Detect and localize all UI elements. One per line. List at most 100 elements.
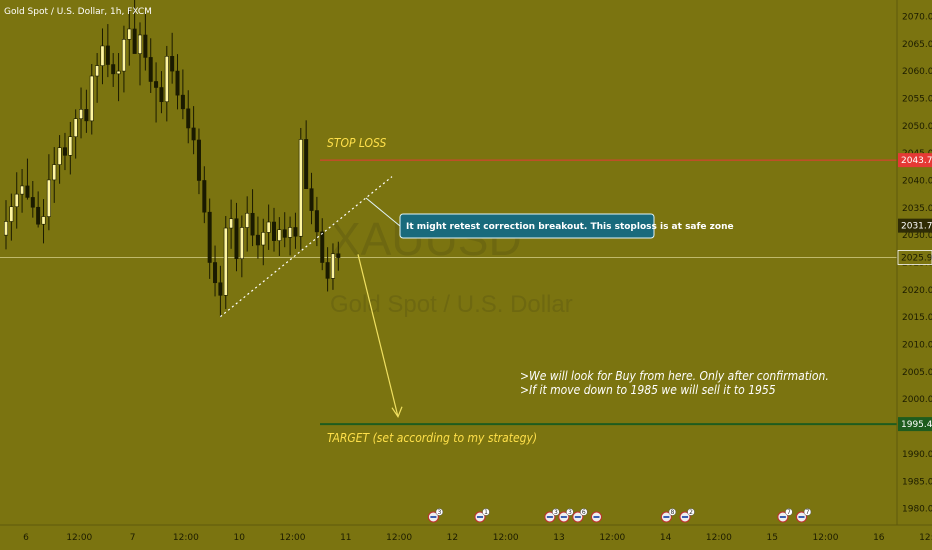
- event-count: 2: [689, 509, 693, 516]
- candle: [9, 193, 14, 241]
- event-flag-icon[interactable]: 3: [558, 508, 574, 523]
- candle: [202, 166, 207, 224]
- candle: [14, 172, 19, 229]
- candle-body: [293, 227, 298, 237]
- candle: [148, 38, 153, 93]
- x-tick-label: 12:00: [66, 533, 92, 543]
- candle: [271, 207, 276, 252]
- candle-body: [57, 147, 62, 165]
- candle-body: [9, 206, 14, 222]
- candle: [277, 217, 282, 256]
- candle: [223, 216, 228, 309]
- y-tick-label: 2020.00: [902, 286, 932, 296]
- candle-body: [84, 109, 89, 122]
- y-tick-label: 1985.00: [902, 477, 932, 487]
- candle-body: [73, 118, 78, 138]
- x-tick-label: 16: [873, 533, 885, 543]
- callout[interactable]: It might retest correction breakout. Thi…: [399, 213, 734, 239]
- candles: [4, 0, 341, 317]
- event-flag-icon[interactable]: 7: [796, 508, 812, 523]
- candle-body: [325, 262, 330, 279]
- candle-body: [105, 45, 110, 65]
- event-flag-band: [560, 516, 567, 518]
- candle: [89, 63, 94, 135]
- price-axis[interactable]: 1980.001985.001990.001995.002000.002005.…: [896, 0, 932, 550]
- candle-body: [116, 70, 121, 75]
- candle-body: [52, 164, 57, 181]
- event-count-badge: [482, 508, 490, 516]
- event-flag-band: [593, 516, 600, 518]
- event-flag-band: [476, 516, 483, 518]
- candle: [127, 8, 132, 66]
- y-tick-label: 2050.00: [902, 122, 932, 132]
- candle: [20, 168, 25, 213]
- x-tick-label: 12:00: [813, 533, 839, 543]
- y-tick-label: 2065.00: [902, 40, 932, 50]
- x-tick-label: 11: [340, 533, 351, 543]
- candle-body: [180, 94, 185, 110]
- candle: [213, 245, 218, 297]
- candle-body: [41, 216, 46, 225]
- candle-body: [266, 221, 271, 233]
- event-flag-icon[interactable]: 3: [544, 508, 560, 523]
- event-flag-icon[interactable]: 2: [679, 508, 695, 523]
- event-count-badge: [435, 508, 444, 516]
- target-price-label: 1995.45: [901, 420, 932, 430]
- candle: [111, 53, 116, 87]
- event-flag-band: [663, 516, 670, 518]
- y-tick-label: 2010.00: [902, 341, 932, 351]
- candle: [46, 154, 51, 231]
- candle-body: [30, 197, 35, 208]
- candle: [309, 172, 314, 225]
- candle: [229, 199, 234, 249]
- candle: [330, 243, 335, 290]
- x-tick-label: 12: [447, 533, 458, 543]
- candle: [234, 202, 239, 272]
- event-flag-icon[interactable]: [590, 511, 602, 523]
- candle-body: [304, 139, 309, 189]
- candle-body: [95, 65, 100, 77]
- candle-body: [25, 185, 30, 198]
- last-price-label-bg: [898, 250, 932, 265]
- time-axis[interactable]: 6 12:00 7 12:00 10 12:00 11 12:00 12 12:00 13 12:00…: [0, 524, 932, 543]
- event-flag-icon[interactable]: 7: [777, 508, 793, 523]
- stop-loss-price-label: 2043.72: [901, 156, 932, 166]
- candle-body: [100, 45, 105, 66]
- candle: [255, 216, 260, 259]
- candle-body: [127, 28, 132, 40]
- event-count: 7: [787, 509, 791, 516]
- y-tick-label: 2040.00: [902, 176, 932, 186]
- candle: [239, 215, 244, 278]
- x-tick-label: 12:00: [386, 533, 412, 543]
- stop-loss-label: STOP LOSS: [327, 136, 386, 150]
- event-count: 3: [568, 509, 572, 516]
- candle-body: [330, 253, 335, 279]
- x-tick-label: 10: [233, 533, 245, 543]
- candle: [175, 54, 180, 110]
- candle: [73, 109, 78, 159]
- candle-body: [320, 231, 325, 263]
- candle-body: [196, 139, 201, 181]
- y-tick-label: 1980.00: [902, 505, 932, 515]
- note-line-1: >We will look for Buy from here. Only af…: [520, 369, 829, 383]
- candle-body: [36, 206, 41, 225]
- event-flag-icon[interactable]: 8: [660, 508, 677, 523]
- candle-body: [62, 147, 67, 156]
- candle-body: [79, 109, 84, 119]
- stop-loss-price-label-bg: [898, 153, 932, 168]
- candle: [314, 196, 319, 247]
- candle-body: [223, 227, 228, 296]
- event-flag-icon[interactable]: 6: [572, 508, 588, 523]
- candle: [245, 196, 250, 252]
- y-tick-label: 2060.00: [902, 67, 932, 77]
- event-flag-icon[interactable]: 1: [474, 508, 490, 523]
- candle: [282, 212, 287, 248]
- candle: [218, 265, 223, 317]
- event-flag-icon[interactable]: 3: [427, 508, 444, 523]
- note-line-2: >If it move down to 1985 we will sell it…: [520, 383, 776, 397]
- event-count-badge: [580, 508, 588, 516]
- target-label: TARGET (set according to my strategy): [327, 431, 537, 445]
- event-count: 6: [582, 509, 586, 516]
- price-axis-panel: [897, 0, 932, 550]
